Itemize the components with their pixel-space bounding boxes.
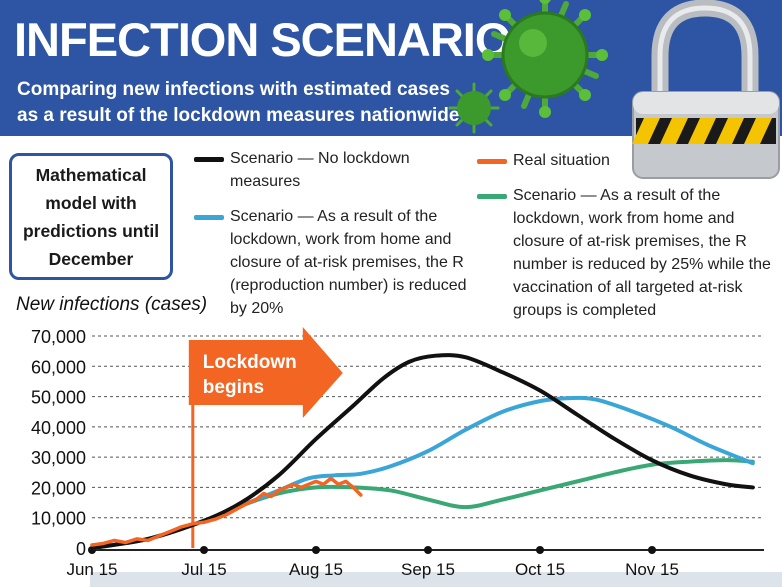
x-tick-dot <box>536 546 544 554</box>
legend-item-r-minus-20: Scenario — As a result of the lockdown, … <box>194 205 470 320</box>
legend-swatch <box>194 157 224 162</box>
x-tick-label: Oct 15 <box>515 560 565 579</box>
x-tick-label: Aug 15 <box>289 560 343 579</box>
y-tick-label: 30,000 <box>31 448 86 468</box>
y-axis-label: New infections (cases) <box>16 294 208 315</box>
x-tick-label: Jun 15 <box>66 560 117 579</box>
legend-swatch <box>194 215 224 220</box>
lockdown-label: Lockdown <box>203 352 297 373</box>
x-axis-band <box>90 572 782 587</box>
legend-swatch <box>477 194 507 199</box>
page-title: INFECTION SCENARIOS <box>14 13 542 66</box>
x-tick-label: Sep 15 <box>401 560 455 579</box>
x-tick-label: Jul 15 <box>181 560 226 579</box>
legend-item-no-lockdown: Scenario — No lockdown measures <box>194 147 460 193</box>
lockdown-arrow <box>188 327 343 418</box>
series-line-real <box>90 476 363 547</box>
series-line-r-minus-25-vacc <box>90 458 755 550</box>
legend-item-real: Real situation <box>477 149 733 172</box>
y-tick-label: 40,000 <box>31 418 86 438</box>
x-tick-dot <box>648 546 656 554</box>
y-tick-label: 70,000 <box>31 327 86 347</box>
series-line-no-lockdown <box>90 353 755 550</box>
y-tick-label: 20,000 <box>31 478 86 498</box>
subtitle-line-1: Comparing new infections with estimated … <box>17 79 450 100</box>
legend-label: Scenario — As a result of the lockdown, … <box>230 208 467 317</box>
y-tick-label: 60,000 <box>31 357 86 377</box>
x-tick-dot <box>200 546 208 554</box>
x-tick-dot <box>312 546 320 554</box>
legend-label: Scenario — As a result of the lockdown, … <box>513 187 771 319</box>
legend-item-r-minus-25-vacc: Scenario — As a result of the lockdown, … <box>477 184 775 322</box>
y-tick-label: 50,000 <box>31 388 86 408</box>
x-tick-label: Nov 15 <box>625 560 679 579</box>
y-tick-label: 10,000 <box>31 509 86 529</box>
legend-label: Real situation <box>513 152 610 169</box>
legend-swatch <box>477 159 507 164</box>
subtitle-line-2: as a result of the lockdown measures nat… <box>17 105 460 126</box>
lockdown-label-2: begins <box>203 377 264 398</box>
y-tick-label: 0 <box>76 539 86 559</box>
x-tick-dot <box>424 546 432 554</box>
legend-label: Scenario — No lockdown measures <box>230 150 410 190</box>
model-info-box: Mathematical model with predictions unti… <box>9 153 173 280</box>
